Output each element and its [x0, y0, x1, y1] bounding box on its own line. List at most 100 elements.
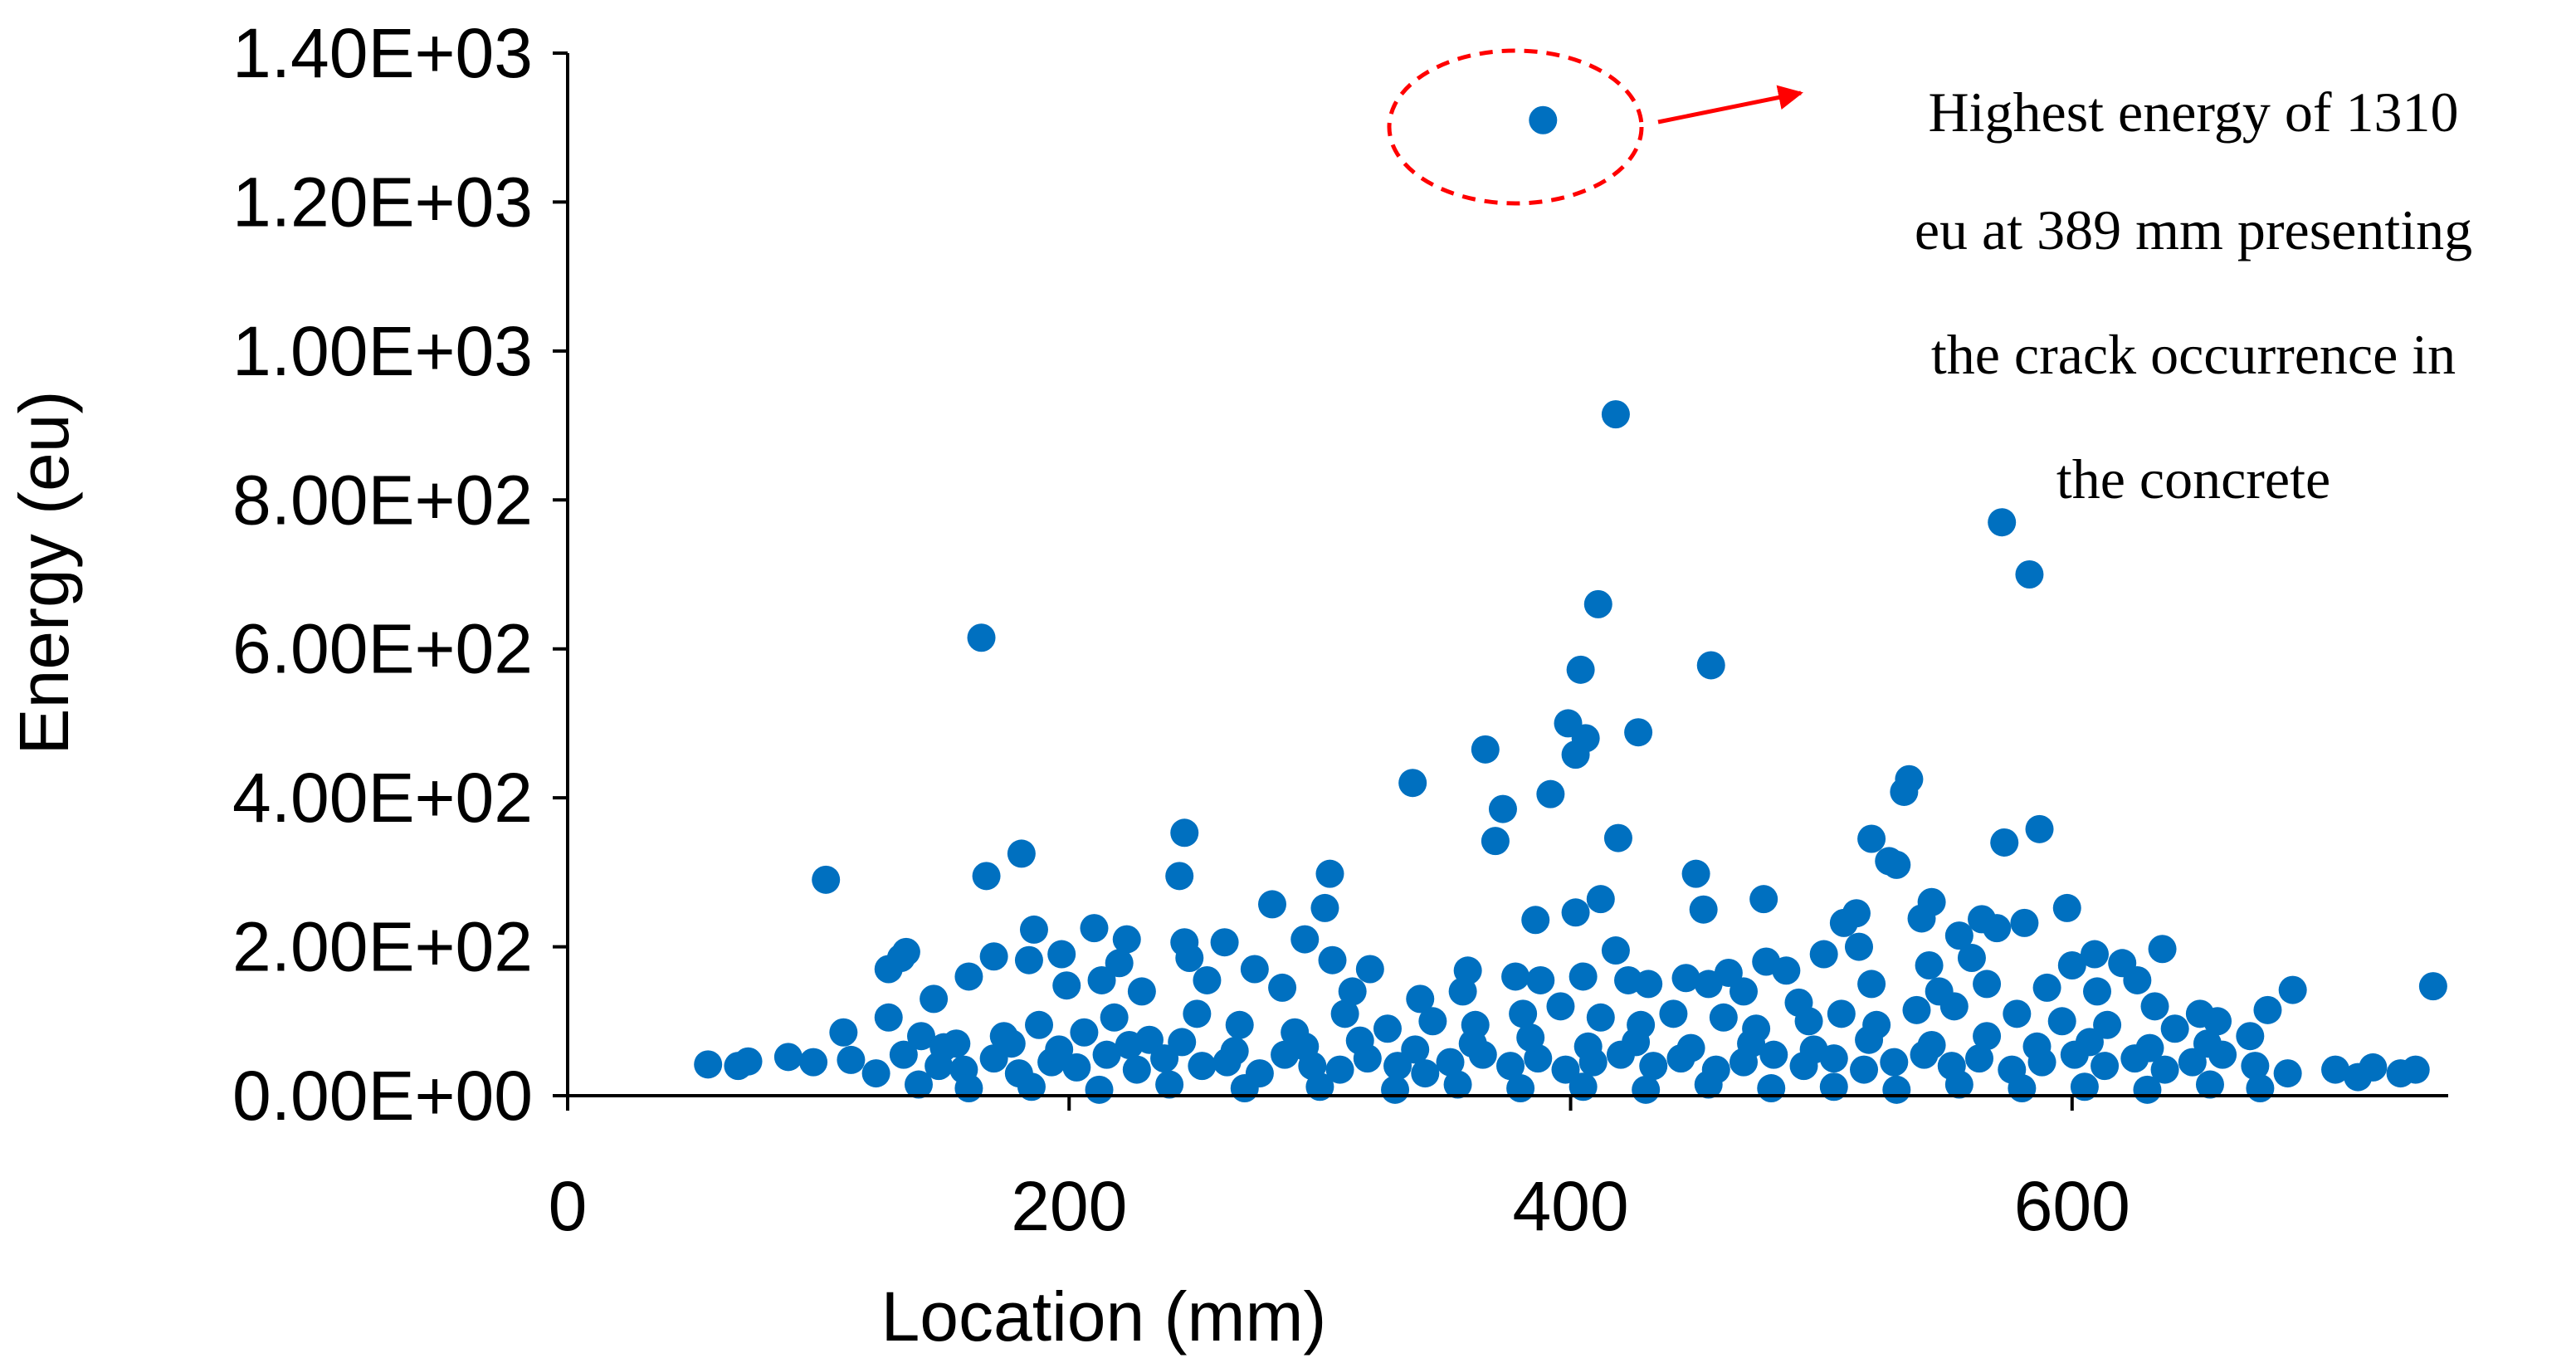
data-point [1526, 965, 1555, 994]
data-point [997, 1029, 1026, 1058]
data-point [2418, 972, 2447, 1001]
data-point [1210, 928, 1239, 957]
data-point [1045, 1035, 1074, 1064]
data-point [1112, 925, 1141, 954]
data-point [1902, 995, 1931, 1024]
data-point [2195, 1070, 2224, 1099]
data-point [1087, 965, 1116, 994]
data-point [1318, 945, 1347, 975]
data-point [1855, 1025, 1884, 1054]
data-point [2070, 1072, 2099, 1102]
data-point [1622, 1028, 1651, 1057]
data-point [1561, 740, 1590, 769]
data-point [1536, 779, 1565, 808]
data-point [1794, 1007, 1823, 1036]
data-point [1047, 940, 1076, 969]
data-point [1345, 1026, 1374, 1055]
data-point [1516, 1023, 1545, 1053]
data-point [1100, 1003, 1129, 1032]
y-tick-label: 8.00E+02 [232, 461, 533, 539]
data-point [972, 862, 1001, 891]
data-point [1757, 1074, 1786, 1103]
data-point [799, 1048, 828, 1077]
data-point [1573, 1032, 1603, 1061]
data-point [954, 1074, 983, 1103]
data-point [2075, 1028, 2104, 1057]
data-point [920, 984, 949, 1014]
data-point [1170, 818, 1199, 848]
data-point [1694, 970, 1723, 999]
data-point [2359, 1053, 2388, 1082]
data-point [1257, 890, 1286, 919]
annotation-line-1: Highest energy of 1310 [1929, 81, 2459, 144]
data-point [1944, 921, 1973, 950]
data-point [1240, 955, 1269, 984]
data-point [1880, 1048, 1909, 1077]
data-point [1603, 823, 1632, 852]
data-point [1085, 1075, 1114, 1104]
data-point [1681, 859, 1710, 888]
data-point [874, 955, 903, 984]
data-point [1381, 1075, 1410, 1104]
data-point [2273, 1059, 2302, 1088]
y-tick-label: 1.40E+03 [232, 14, 533, 92]
data-point [2321, 1055, 2350, 1084]
data-point [1709, 1003, 1738, 1032]
data-point [2091, 1052, 2120, 1081]
data-point [1330, 999, 1359, 1028]
highlight-ellipse [1387, 48, 1644, 206]
data-point [1062, 1053, 1091, 1082]
data-point [1988, 508, 2017, 537]
data-point [1944, 1070, 1973, 1099]
data-point [1025, 1010, 1054, 1039]
data-point [812, 865, 841, 894]
data-point [694, 1050, 723, 1079]
data-point [1809, 940, 1838, 969]
data-point [1586, 885, 1615, 914]
data-point [1506, 1074, 1535, 1103]
data-point [1659, 999, 1688, 1028]
data-point [2052, 893, 2081, 922]
data-point [1671, 964, 1700, 993]
data-point [1193, 965, 1222, 994]
data-point [2193, 1029, 2222, 1058]
data-point [929, 1033, 959, 1062]
data-point [1471, 735, 1500, 764]
data-point [2093, 1010, 2122, 1039]
data-point [1569, 1072, 1598, 1102]
data-point [1561, 898, 1590, 927]
data-point [1481, 827, 1510, 856]
data-point [2025, 814, 2054, 843]
data-point [1443, 1070, 1472, 1099]
data-point [979, 942, 1008, 971]
data-point [967, 623, 996, 652]
data-point [2278, 975, 2307, 1004]
data-point [889, 1040, 918, 1069]
data-point [1092, 1040, 1121, 1069]
data-point [1676, 1033, 1705, 1062]
data-point [1458, 1029, 1487, 1058]
data-point [1373, 1014, 1402, 1043]
data-point [2083, 977, 2112, 1006]
x-axis-title: Location (mm) [881, 1277, 1327, 1356]
data-point [904, 1070, 933, 1099]
data-point [1882, 850, 1911, 879]
data-point [1007, 839, 1036, 868]
data-point [2047, 1007, 2076, 1036]
data-point [1857, 824, 1886, 853]
data-point [1749, 885, 1778, 914]
data-point [1355, 955, 1384, 984]
data-point [1268, 973, 1297, 1002]
data-point [2236, 1022, 2265, 1051]
data-point [2010, 908, 2039, 937]
data-point [1175, 944, 1204, 973]
data-point [2003, 999, 2032, 1028]
data-point [1639, 1052, 1668, 1081]
data-point [1551, 1055, 1580, 1084]
data-point [1230, 1074, 1259, 1103]
data-point [1052, 971, 1081, 1000]
data-point [1411, 1059, 1440, 1088]
data-point [2246, 1074, 2275, 1103]
data-point [1632, 1075, 1661, 1104]
